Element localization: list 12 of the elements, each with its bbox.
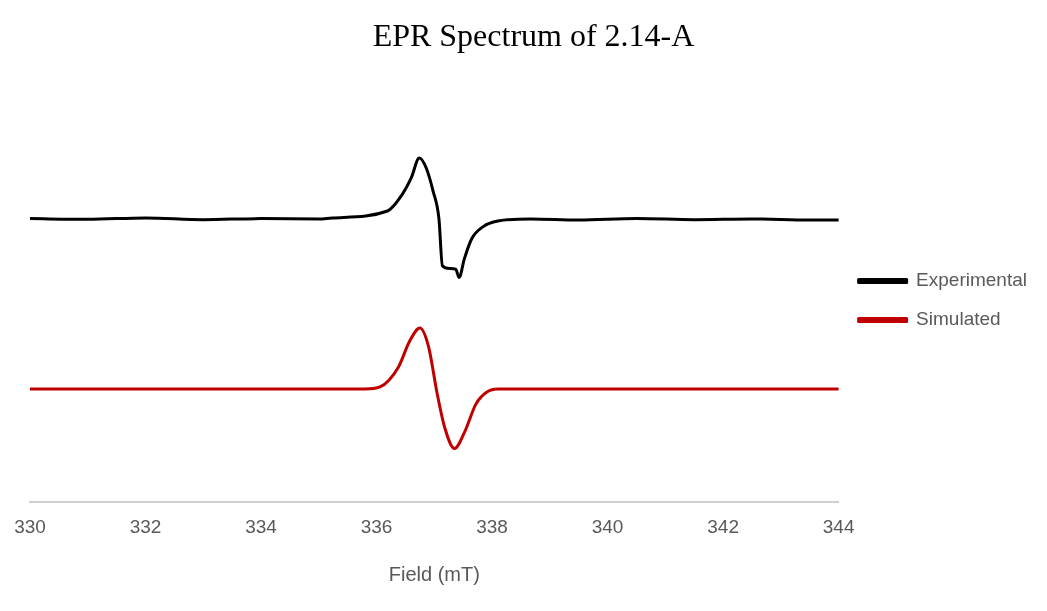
x-tick-label: 340 <box>591 515 624 537</box>
legend-label: Experimental <box>916 269 1028 291</box>
x-tick-label: 332 <box>129 515 162 537</box>
x-tick-label: 342 <box>707 515 739 537</box>
legend-label: Simulated <box>916 308 1001 330</box>
x-tick-label: 338 <box>476 515 508 537</box>
x-tick-label: 344 <box>822 515 855 537</box>
x-tick-label: 336 <box>360 515 393 537</box>
x-tick-label: 334 <box>245 515 278 537</box>
chart-title: EPR Spectrum of 2.14-A <box>372 16 695 53</box>
x-axis-title: Field (mT) <box>388 562 480 585</box>
x-tick-label: 330 <box>14 515 46 537</box>
